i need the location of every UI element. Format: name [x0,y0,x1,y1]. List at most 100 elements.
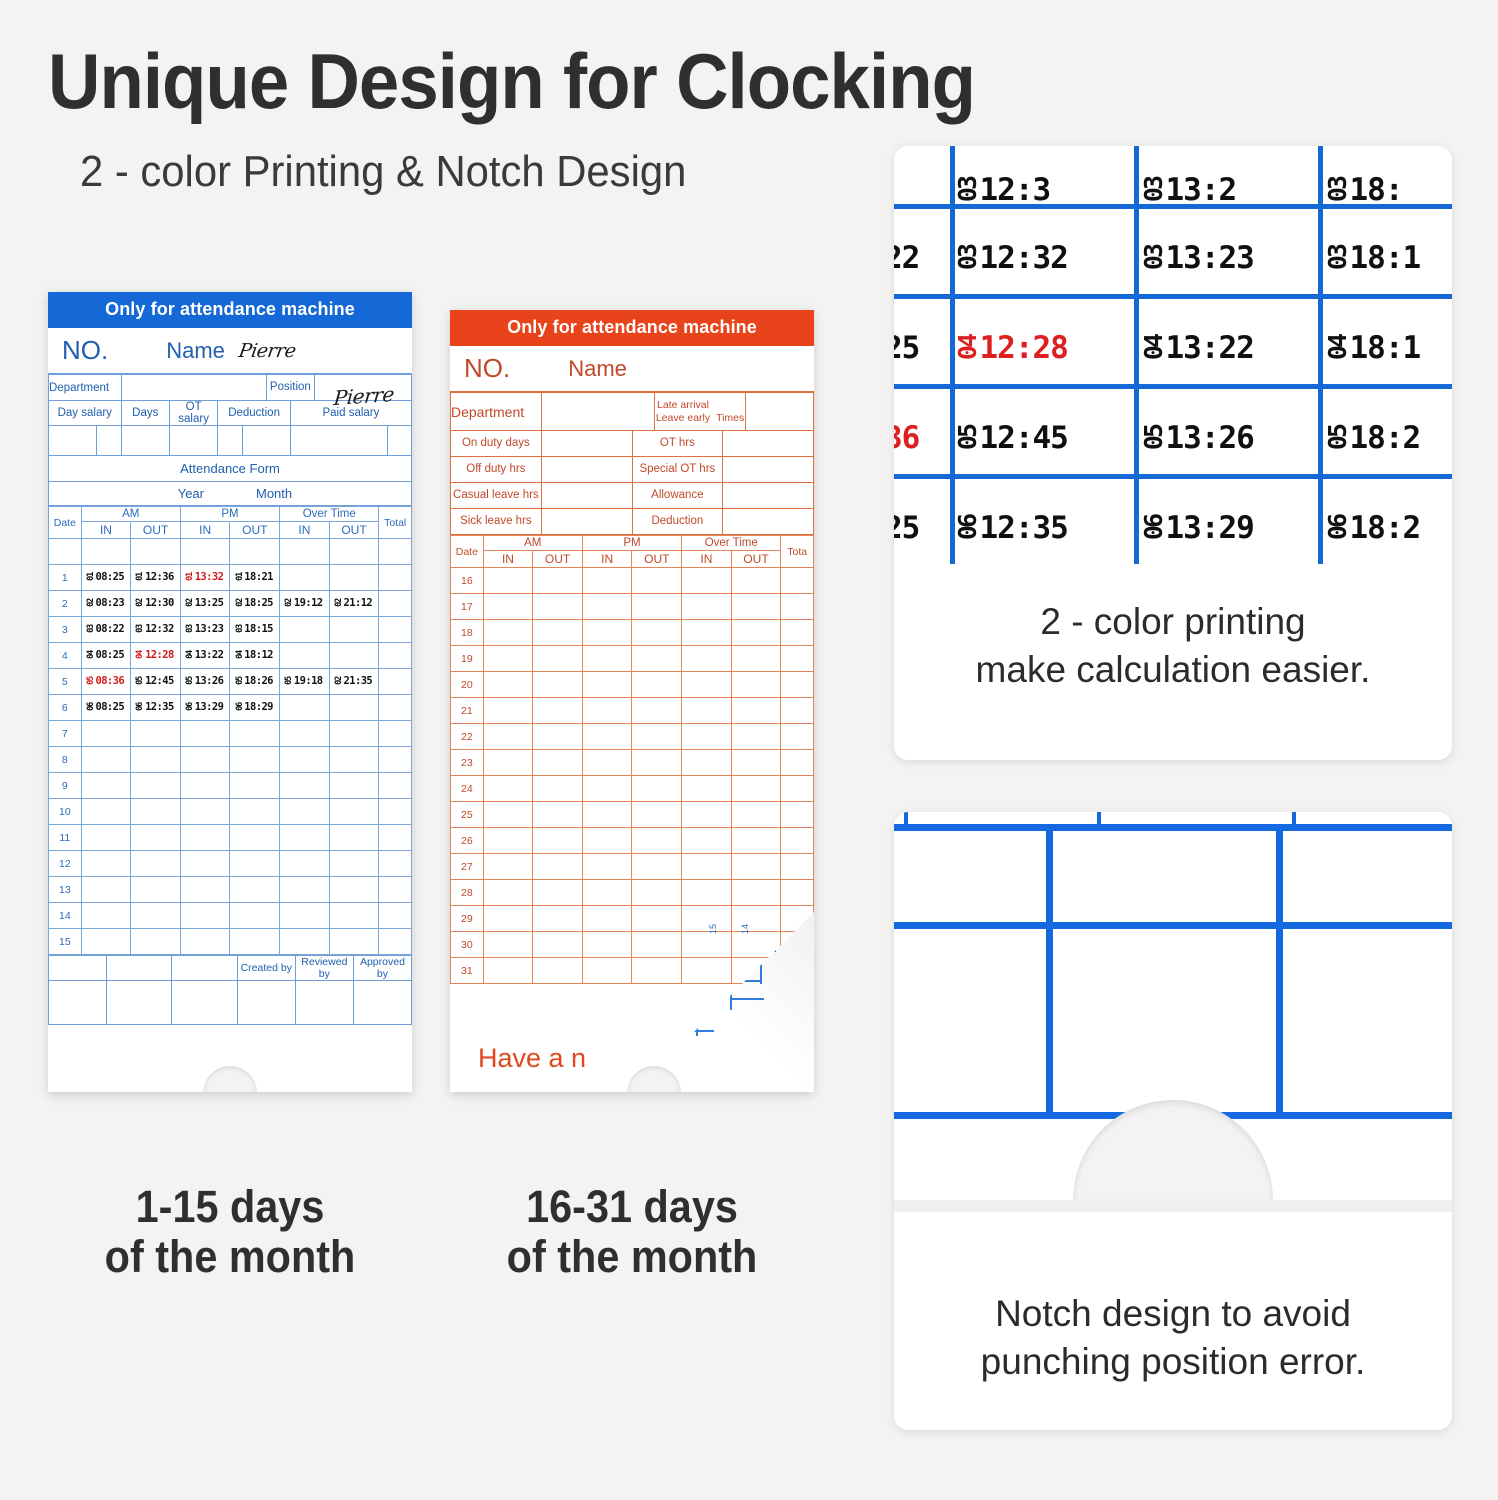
blue-deduction-label: Deduction [217,399,291,427]
orange-col-total: Tota [780,535,814,568]
orange-sheet-header: Only for attendance machine [450,310,814,346]
punch-stamp: 06 12:35 [953,510,1069,546]
zoom-punch-cell: 04 12:28 [953,306,1138,390]
punch-stamp-day: 02 [284,599,295,608]
cell-pm-out [229,720,281,748]
cell-am-out: 04 12:28 [130,642,181,670]
cell-pm-out [631,697,683,724]
row-date: 2 [48,590,82,618]
orange-casual-leave-hrs-label: Casual leave hrs [450,482,542,509]
cell-ot-out [328,772,380,800]
blue-position-label: Position [265,374,316,401]
cell-total [378,772,412,800]
zoom-row-date: 25 [894,306,948,390]
punch-stamp: 05 13:26 [1139,420,1255,456]
punch-stamp-time: 08:36 [95,675,125,688]
punch-stamp-day: 05 [185,677,196,686]
cell-am-in [482,593,534,620]
cell-ot-out [730,671,782,698]
cell-total [378,824,412,852]
cell-pm-out [631,827,683,854]
row-date: 5 [48,668,82,696]
cell-am-out: 02 12:30 [130,590,181,618]
cell-pm-in [581,957,633,984]
table-row: 7 [48,720,412,748]
zoom-row-date: 36 [894,396,948,480]
orange-col-am-out: OUT [532,550,583,568]
row-date: 18 [450,619,484,646]
zoom-row-date: 25 [894,486,948,564]
curl-number-15: 15 [708,924,718,935]
cell-ot-out [328,928,380,956]
row-date: 27 [450,853,484,880]
cell-total [378,668,412,696]
cell-ot-in [279,694,330,722]
punch-stamp-day: 03 [1139,177,1168,203]
punch-stamp: 01 18:21 [235,571,274,583]
cell-am-in [482,853,534,880]
punch-stamp: 03 12:3 [953,172,1051,208]
cell-pm-out [631,775,683,802]
table-row: 24 [450,775,814,802]
cell-ot-in [279,642,330,670]
cell-pm-out [631,749,683,776]
punch-stamp-time: 08:22 [95,623,125,636]
blue-month-label: Month [256,486,293,502]
cell-ot-in [681,853,732,880]
punch-stamp-time: 18:29 [244,701,273,714]
cell-am-in: 03 08:22 [80,616,132,644]
cell-am-in: 05 08:36 [80,668,132,696]
row-date: 16 [450,567,484,594]
cell-ot-in [279,850,330,878]
orange-times-label: Times [716,411,745,424]
cell-ot-out [328,902,380,930]
cell-pm-in [581,879,633,906]
cell-am-in [80,798,132,826]
cell-pm-out [631,723,683,750]
blue-sheet-header: Only for attendance machine [48,292,412,328]
punch-stamp-day: 02 [185,599,196,608]
table-row: 8 [48,746,412,774]
table-row: 22 [450,723,814,750]
cell-am-in [482,905,534,932]
cell-am-out [532,749,583,776]
table-row: 9 [48,772,412,800]
punch-stamp-day: 03 [85,625,96,634]
blue-days-label: Days [120,399,170,427]
row-date: 10 [48,798,82,826]
blue-col-am-in: IN [80,521,132,540]
zoom-date-stamp: 25 [894,510,920,546]
cell-pm-in [179,850,231,878]
table-row: 18 [450,619,814,646]
punch-stamp-time: 18:26 [244,675,273,688]
blue-col-ot-out: OUT [328,521,380,540]
table-row: 10 [48,798,412,826]
cell-pm-in [179,876,231,904]
orange-col-pm-in: IN [581,550,633,568]
punch-stamp-time: 13:2 [1165,172,1238,208]
orange-col-overtime: Over Time [681,535,782,551]
cell-total [780,593,814,620]
blue-year-label: Year [177,486,204,502]
punch-stamp: 03 13:2 [1139,172,1238,208]
cell-am-out [532,931,583,958]
punch-stamp-time: 08:25 [95,649,125,662]
table-row: 28 [450,879,814,906]
cell-ot-in [681,827,732,854]
table-row: 3 03 08:22 03 12:32 03 13:23 03 18:15 [48,616,412,644]
punch-stamp: 03 12:32 [953,240,1069,276]
row-date: 24 [450,775,484,802]
orange-col-pm: PM [581,535,683,551]
orange-page-curl: 15 14 [634,912,814,1092]
cell-am-in [80,746,132,774]
cell-pm-out [631,671,683,698]
punch-stamp-day: 03 [185,625,196,634]
punch-stamp: 04 08:25 [86,649,125,662]
blue-info-table: Department Position Day salary Days OT s… [48,374,412,507]
cell-ot-out [730,749,782,776]
cell-am-out [532,697,583,724]
row-date: 21 [450,697,484,724]
cell-am-out [130,746,181,774]
cell-pm-in [581,853,633,880]
cell-total [378,850,412,878]
